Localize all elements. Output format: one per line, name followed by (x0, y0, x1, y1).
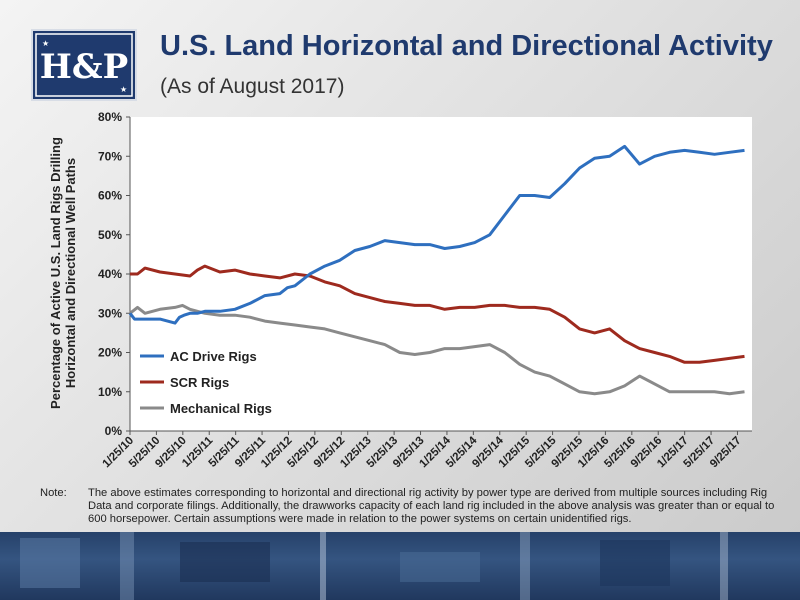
company-logo: H&P ★ ★ (28, 26, 140, 104)
legend-label: AC Drive Rigs (170, 349, 257, 364)
legend-label: Mechanical Rigs (170, 401, 272, 416)
footer-banner (0, 532, 800, 600)
series-line-ac-drive-rigs (128, 144, 745, 325)
footnote-text: The above estimates corresponding to hor… (88, 487, 775, 525)
logo-text: H&P (40, 47, 128, 87)
legend-label: SCR Rigs (170, 375, 229, 390)
page-subtitle: (As of August 2017) (160, 75, 345, 98)
y-tick-label: 60% (98, 189, 122, 203)
y-tick-label: 50% (98, 228, 122, 242)
footnote-label: Note: (40, 487, 67, 499)
y-tick-label: 20% (98, 346, 122, 360)
y-tick-label: 70% (98, 149, 122, 163)
page-title: U.S. Land Horizontal and Directional Act… (160, 30, 773, 62)
footnote: Note: The above estimates corresponding … (40, 487, 790, 526)
series-line-mechanical-rigs (129, 303, 745, 396)
y-tick-label: 30% (98, 306, 122, 320)
y-tick-label: 0% (105, 424, 123, 438)
series-line-scr-rigs (130, 264, 745, 364)
y-tick-label: 80% (98, 110, 122, 124)
svg-text:★: ★ (120, 85, 127, 94)
y-tick-label: 40% (98, 267, 122, 281)
svg-text:★: ★ (42, 39, 49, 48)
line-chart: 0%10%20%30%40%50%60%70%80%1/25/105/25/10… (98, 110, 752, 470)
y-tick-label: 10% (98, 385, 122, 399)
